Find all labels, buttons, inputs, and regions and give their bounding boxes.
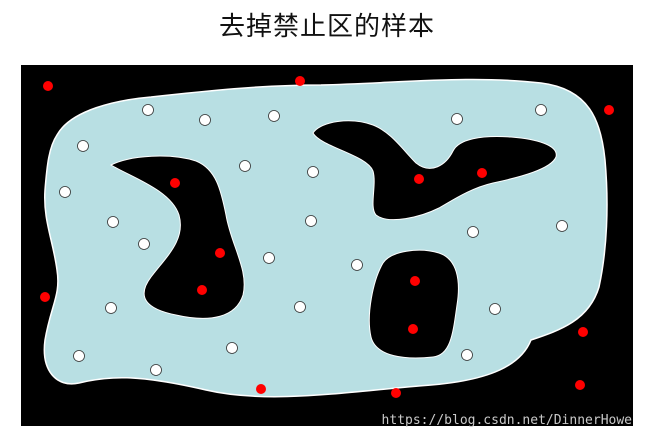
allowed-sample-point — [535, 104, 547, 116]
allowed-samples — [59, 104, 568, 376]
allowed-sample-point — [150, 364, 162, 376]
allowed-sample-point — [142, 104, 154, 116]
forbidden-sample-point — [408, 324, 418, 334]
forbidden-sample-point — [414, 174, 424, 184]
forbidden-sample-point — [256, 384, 266, 394]
allowed-sample-point — [451, 113, 463, 125]
diagram-svg — [21, 65, 633, 426]
allowed-sample-point — [107, 216, 119, 228]
allowed-sample-point — [105, 302, 117, 314]
forbidden-sample-point — [575, 380, 585, 390]
forbidden-zone-center-right — [368, 249, 459, 359]
allowed-sample-point — [77, 140, 89, 152]
forbidden-sample-point — [604, 105, 614, 115]
allowed-sample-point — [307, 166, 319, 178]
forbidden-sample-point — [215, 248, 225, 258]
forbidden-zone-top-right — [312, 120, 557, 221]
diagram-title: 去掉禁止区的样本 — [218, 12, 435, 42]
forbidden-sample-point — [477, 168, 487, 178]
forbidden-sample-point — [43, 81, 53, 91]
allowed-sample-point — [59, 186, 71, 198]
forbidden-zone-left — [109, 155, 245, 319]
allowed-sample-point — [461, 349, 473, 361]
forbidden-samples — [40, 76, 614, 398]
diagram-canvas — [21, 65, 633, 426]
allowed-sample-point — [263, 252, 275, 264]
allowed-sample-point — [556, 220, 568, 232]
forbidden-sample-point — [170, 178, 180, 188]
allowed-sample-point — [199, 114, 211, 126]
forbidden-sample-point — [578, 327, 588, 337]
allowed-sample-point — [489, 303, 501, 315]
forbidden-sample-point — [295, 76, 305, 86]
forbidden-sample-point — [40, 292, 50, 302]
allowed-sample-point — [294, 301, 306, 313]
forbidden-sample-point — [197, 285, 207, 295]
allowed-sample-point — [351, 259, 363, 271]
allowed-sample-point — [305, 215, 317, 227]
allowed-sample-point — [467, 226, 479, 238]
allowed-sample-point — [73, 350, 85, 362]
allowed-sample-point — [239, 160, 251, 172]
forbidden-sample-point — [391, 388, 401, 398]
forbidden-sample-point — [410, 276, 420, 286]
allowed-sample-point — [138, 238, 150, 250]
allowed-sample-point — [226, 342, 238, 354]
allowed-sample-point — [268, 110, 280, 122]
